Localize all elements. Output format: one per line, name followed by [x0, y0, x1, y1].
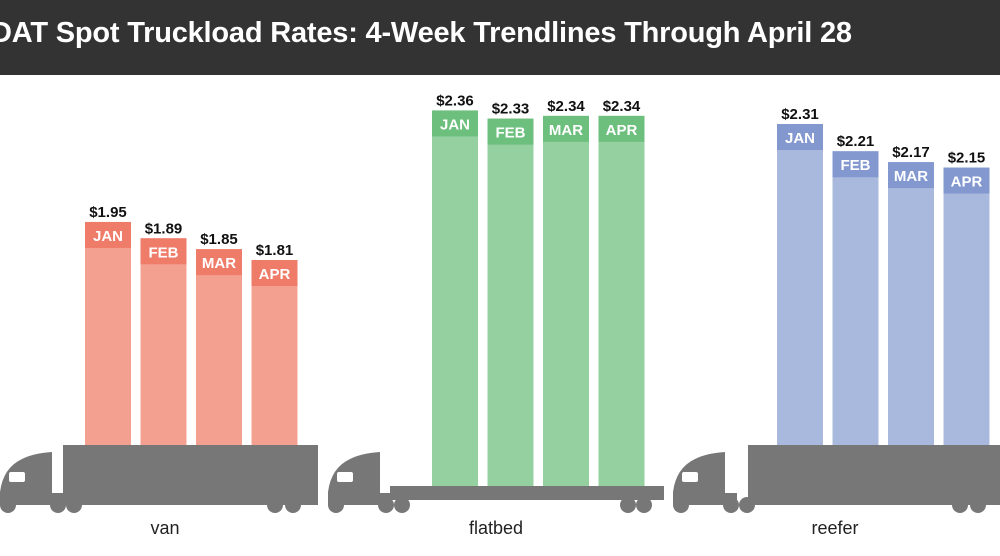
- bar-month-strip: [943, 167, 990, 194]
- wheel: [723, 497, 739, 513]
- bar-month-strip: [196, 249, 242, 276]
- value-label: $2.34: [547, 98, 585, 115]
- wheel: [50, 497, 66, 513]
- bar-reefer-apr: [943, 167, 990, 445]
- value-label: $1.89: [145, 220, 183, 237]
- value-label: $2.15: [948, 150, 986, 167]
- wheel: [952, 497, 968, 513]
- value-label: $2.34: [603, 98, 641, 115]
- bar-month-strip: [487, 118, 534, 145]
- value-label: $2.31: [781, 106, 819, 123]
- bar-reefer-jan: [777, 124, 823, 445]
- bar-month-strip: [543, 115, 589, 142]
- truck-cab: [328, 452, 392, 505]
- chart-title: DAT Spot Truckload Rates: 4-Week Trendli…: [0, 17, 852, 49]
- bar-van-feb: [140, 238, 187, 445]
- wheel: [267, 497, 283, 513]
- category-label-van: van: [150, 518, 179, 538]
- bar-month-strip: [777, 124, 823, 151]
- value-label: $1.95: [89, 204, 127, 221]
- value-label: $1.81: [256, 242, 294, 259]
- wheel: [673, 497, 689, 513]
- month-label: APR: [259, 266, 291, 283]
- bar-month-strip: [251, 260, 298, 287]
- month-label: APR: [606, 122, 638, 139]
- bar-month-strip: [832, 151, 879, 178]
- cab-window: [9, 472, 25, 482]
- month-label: MAR: [202, 255, 236, 272]
- bar-month-strip: [888, 162, 934, 189]
- bar-reefer-mar: [888, 162, 934, 445]
- bar-flatbed-apr: [598, 115, 645, 488]
- bar-month-strip: [140, 238, 187, 265]
- wheel: [0, 497, 16, 513]
- month-label: MAR: [894, 168, 928, 185]
- value-label: $2.17: [892, 144, 930, 161]
- flatbed-deck: [390, 486, 664, 500]
- wheel: [620, 497, 636, 513]
- flatbed-truck-icon: [328, 452, 664, 513]
- bar-flatbed-mar: [543, 115, 589, 488]
- trailer: [748, 445, 1000, 505]
- bar-van-apr: [251, 260, 298, 445]
- bar-month-strip: [598, 115, 645, 142]
- value-label: $2.21: [837, 133, 875, 150]
- title-bar: DAT Spot Truckload Rates: 4-Week Trendli…: [0, 0, 1000, 75]
- wheel: [328, 497, 344, 513]
- month-label: JAN: [785, 130, 815, 147]
- panel-reefer: JAN $2.31 FEB $2.21 MAR $2.17 APR $2.15 reefer: [673, 106, 1000, 538]
- month-label: APR: [951, 174, 983, 191]
- truck-cab: [673, 452, 737, 505]
- bar-van-mar: [196, 249, 242, 445]
- month-label: JAN: [93, 228, 123, 245]
- bar-month-strip: [85, 221, 131, 248]
- wheel: [970, 497, 986, 513]
- bar-flatbed-feb: [487, 118, 534, 488]
- wheel: [394, 497, 410, 513]
- trailer: [63, 445, 318, 505]
- wheel: [285, 497, 301, 513]
- wheel: [378, 497, 394, 513]
- value-label: $1.85: [200, 231, 238, 248]
- panel-van: JAN $1.95 FEB $1.89 MAR $1.85 APR $1.81 van: [0, 204, 318, 538]
- cab-window: [682, 472, 698, 482]
- category-label-reefer: reefer: [811, 518, 858, 538]
- value-label: $2.33: [492, 101, 530, 118]
- bar-flatbed-jan: [432, 110, 478, 488]
- month-label: FEB: [496, 125, 526, 142]
- bar-van-jan: [85, 221, 131, 445]
- category-label-flatbed: flatbed: [469, 518, 523, 538]
- reefer-truck-icon: [673, 445, 1000, 513]
- bar-month-strip: [432, 110, 478, 137]
- month-label: MAR: [549, 122, 583, 139]
- month-label: JAN: [440, 116, 470, 133]
- truck-cab: [0, 452, 64, 505]
- bar-reefer-feb: [832, 151, 879, 446]
- cab-window: [337, 472, 353, 482]
- wheel: [636, 497, 652, 513]
- value-label: $2.36: [436, 92, 474, 109]
- van-truck-icon: [0, 445, 318, 513]
- month-label: FEB: [841, 157, 871, 174]
- panel-flatbed: JAN $2.36 FEB $2.33 MAR $2.34 APR $2.34 flatbed: [328, 92, 664, 538]
- month-label: FEB: [149, 244, 179, 261]
